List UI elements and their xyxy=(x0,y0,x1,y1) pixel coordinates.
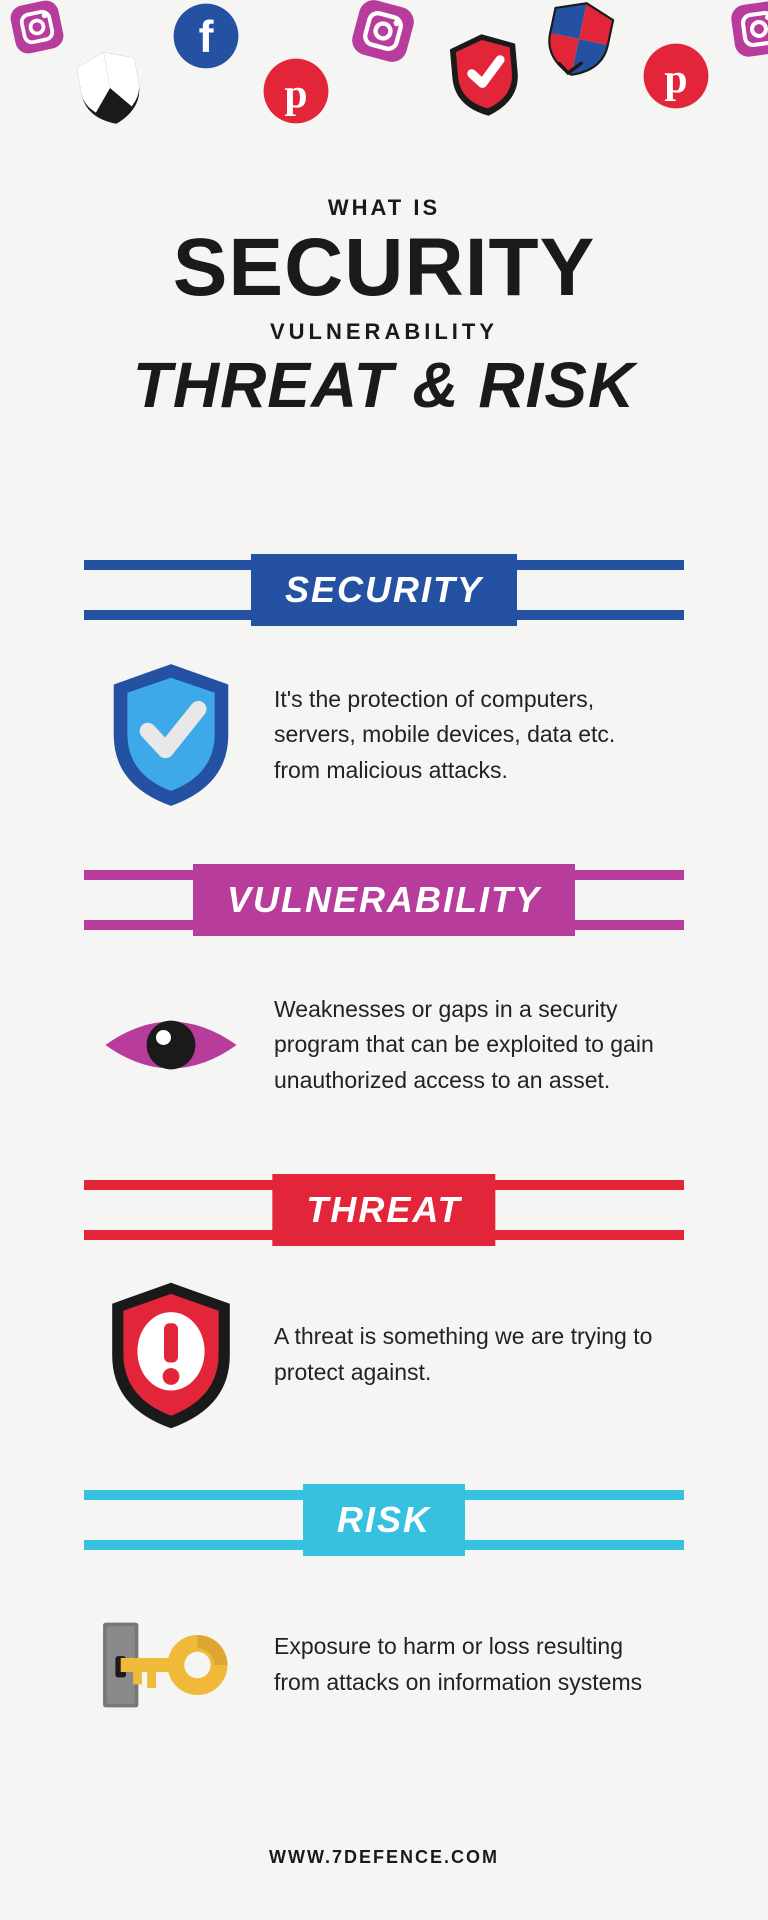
title-block: WHAT IS SECURITY VULNERABILITY THREAT & … xyxy=(0,195,768,417)
shield-check-blue-icon xyxy=(96,660,246,810)
shield-bw-icon xyxy=(64,42,157,135)
facebook-icon: f xyxy=(170,0,242,72)
decorative-top-icons: f p p xyxy=(0,0,768,160)
svg-text:p: p xyxy=(284,71,307,117)
section-body: A threat is something we are trying to p… xyxy=(84,1270,684,1460)
section-label: VULNERABILITY xyxy=(193,864,575,936)
section-header: RISK xyxy=(84,1490,684,1550)
key-lock-icon xyxy=(96,1590,246,1740)
instagram-icon xyxy=(726,0,768,62)
section-header: SECURITY xyxy=(84,560,684,620)
section-label: THREAT xyxy=(272,1174,495,1246)
shield-split-icon xyxy=(533,0,626,85)
section-body: It's the protection of computers, server… xyxy=(84,650,684,840)
shield-check-red-icon xyxy=(436,26,534,124)
section-security: SECURITY It's the protection of computer… xyxy=(84,560,684,840)
section-vulnerability: VULNERABILITY Weaknesses or gaps in a se… xyxy=(84,870,684,1150)
title-line1: WHAT IS xyxy=(0,195,768,221)
pinterest-icon: p xyxy=(260,55,332,127)
section-body: Weaknesses or gaps in a security program… xyxy=(84,960,684,1150)
instagram-icon xyxy=(345,0,421,69)
footer-url: WWW.7DEFENCE.COM xyxy=(0,1847,768,1868)
section-header: VULNERABILITY xyxy=(84,870,684,930)
title-line2: SECURITY xyxy=(0,227,768,309)
pinterest-icon: p xyxy=(640,40,712,112)
section-text: Exposure to harm or loss resulting from … xyxy=(274,1629,664,1700)
section-risk: RISK Exposure to harm or loss resulting … xyxy=(84,1490,684,1770)
svg-text:f: f xyxy=(199,13,214,62)
eye-icon xyxy=(96,970,246,1120)
section-text: A threat is something we are trying to p… xyxy=(274,1319,664,1390)
sections-container: SECURITY It's the protection of computer… xyxy=(84,560,684,1800)
section-threat: THREAT A threat is something we are tryi… xyxy=(84,1180,684,1460)
section-label: SECURITY xyxy=(251,554,517,626)
svg-text:p: p xyxy=(664,56,687,102)
section-text: It's the protection of computers, server… xyxy=(274,682,664,789)
title-line4: THREAT & RISK xyxy=(0,353,768,417)
shield-exclaim-icon xyxy=(96,1280,246,1430)
instagram-icon xyxy=(5,0,69,59)
section-label: RISK xyxy=(303,1484,465,1556)
title-line3: VULNERABILITY xyxy=(0,319,768,345)
section-body: Exposure to harm or loss resulting from … xyxy=(84,1580,684,1770)
section-text: Weaknesses or gaps in a security program… xyxy=(274,992,664,1099)
section-header: THREAT xyxy=(84,1180,684,1240)
